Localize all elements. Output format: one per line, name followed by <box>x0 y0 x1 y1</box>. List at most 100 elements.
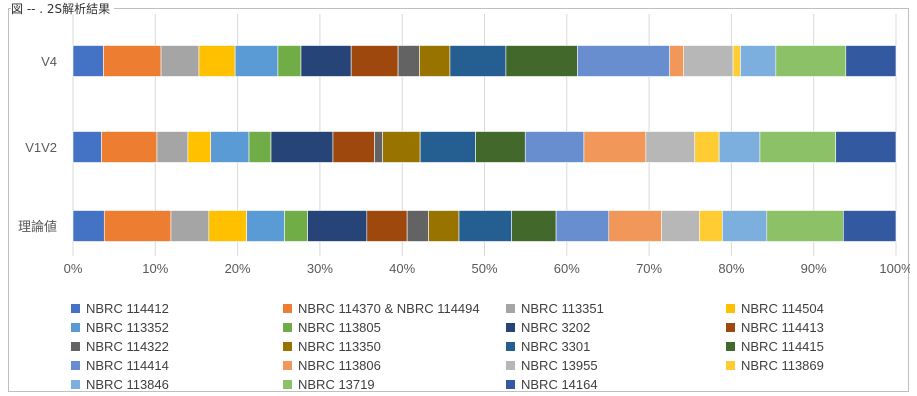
bar-segment <box>199 46 235 77</box>
bar-segment <box>776 46 846 77</box>
legend-swatch <box>71 323 80 332</box>
legend-label: NBRC 113806 <box>298 358 381 373</box>
legend-label: NBRC 114414 <box>86 358 169 373</box>
x-tick-label: 30% <box>307 261 333 276</box>
bar-segment <box>285 211 308 242</box>
x-tick-label: 90% <box>801 261 827 276</box>
bar-segment <box>695 132 719 163</box>
legend-swatch <box>506 304 515 313</box>
legend-swatch <box>506 342 515 351</box>
category-label: V1V2 <box>25 140 57 155</box>
bar-segment <box>476 132 526 163</box>
category-label: V4 <box>41 54 57 69</box>
bar-segment <box>247 211 285 242</box>
bar-segment <box>271 132 333 163</box>
x-tick-label: 20% <box>225 261 251 276</box>
bar-segment <box>584 132 646 163</box>
bar-segment <box>836 132 896 163</box>
legend-swatch <box>71 304 80 313</box>
legend-item: NBRC 113806 <box>283 356 381 374</box>
legend-label: NBRC 114415 <box>741 339 824 354</box>
bar-segment <box>383 132 420 163</box>
legend-item: NBRC 114415 <box>726 337 824 355</box>
legend-label: NBRC 113869 <box>741 358 824 373</box>
legend-item: NBRC 113869 <box>726 356 824 374</box>
bar-segment <box>722 211 766 242</box>
legend-label: NBRC 14164 <box>521 377 598 392</box>
legend-swatch <box>726 323 735 332</box>
bar-segment <box>429 211 459 242</box>
legend-swatch <box>726 361 735 370</box>
legend-item: NBRC 3202 <box>506 318 590 336</box>
bar-segment <box>73 132 102 163</box>
legend-item: NBRC 114322 <box>71 337 169 355</box>
legend-swatch <box>283 361 292 370</box>
legend-swatch <box>71 342 80 351</box>
bar-segment <box>103 46 161 77</box>
legend-item: NBRC 113350 <box>283 337 381 355</box>
x-tick-label: 10% <box>142 261 168 276</box>
bar-segment <box>278 46 301 77</box>
bar-segment <box>374 132 382 163</box>
legend-label: NBRC 114322 <box>86 339 169 354</box>
x-tick-label: 50% <box>471 261 497 276</box>
bar-segment <box>249 132 271 163</box>
legend-swatch <box>283 304 292 313</box>
bar-segment <box>301 46 351 77</box>
bar-segment <box>450 46 506 77</box>
legend-label: NBRC 114413 <box>741 320 824 335</box>
bar-segment <box>609 211 662 242</box>
legend-label: NBRC 113846 <box>86 377 169 392</box>
bar-segment <box>740 46 775 77</box>
legend-swatch <box>506 323 515 332</box>
legend-item: NBRC 14164 <box>506 375 598 393</box>
bar-segment <box>188 132 211 163</box>
bar-segment <box>767 211 844 242</box>
bar-segment <box>646 132 695 163</box>
bar-segment <box>351 46 398 77</box>
legend-label: NBRC 13955 <box>521 358 598 373</box>
x-tick-label: 40% <box>389 261 415 276</box>
bar-segment <box>308 211 367 242</box>
legend-swatch <box>506 380 515 389</box>
category-label: 理論値 <box>18 219 57 234</box>
legend-label: NBRC 114412 <box>86 301 169 316</box>
legend-label: NBRC 113350 <box>298 339 381 354</box>
legend-label: NBRC 13719 <box>298 377 375 392</box>
bar-segment <box>506 46 578 77</box>
legend-swatch <box>726 304 735 313</box>
x-tick-label: 70% <box>636 261 662 276</box>
x-tick-label: 0% <box>64 261 83 276</box>
legend-label: NBRC 3301 <box>521 339 590 354</box>
legend-item: NBRC 3301 <box>506 337 590 355</box>
legend-swatch <box>71 380 80 389</box>
legend: NBRC 114412 NBRC 114370 & NBRC 114494 NBRC… <box>71 299 871 394</box>
legend-label: NBRC 3202 <box>521 320 590 335</box>
legend-item: NBRC 113351 <box>506 299 604 317</box>
legend-item: NBRC 113805 <box>283 318 381 336</box>
bar-segment <box>420 132 475 163</box>
bar-segment <box>459 211 512 242</box>
bar-segment <box>161 46 199 77</box>
bar-segment <box>73 211 104 242</box>
legend-item: NBRC 113352 <box>71 318 169 336</box>
legend-label: NBRC 114504 <box>741 301 824 316</box>
bar-segment <box>577 46 669 77</box>
bar-segment <box>102 132 157 163</box>
legend-item: NBRC 114504 <box>726 299 824 317</box>
legend-label: NBRC 113351 <box>521 301 604 316</box>
bar-segment <box>157 132 188 163</box>
bar-segment <box>407 211 428 242</box>
legend-item: NBRC 13719 <box>283 375 375 393</box>
bar-segment <box>733 46 740 77</box>
bar-segment <box>235 46 278 77</box>
legend-item: NBRC 13955 <box>506 356 598 374</box>
legend-swatch <box>71 361 80 370</box>
bar-segment <box>398 46 419 77</box>
bar-segment <box>419 46 449 77</box>
bar-segment <box>512 211 556 242</box>
x-tick-label: 60% <box>554 261 580 276</box>
bar-segment <box>846 46 896 77</box>
bar-segment <box>699 211 722 242</box>
bar-segment <box>556 211 609 242</box>
